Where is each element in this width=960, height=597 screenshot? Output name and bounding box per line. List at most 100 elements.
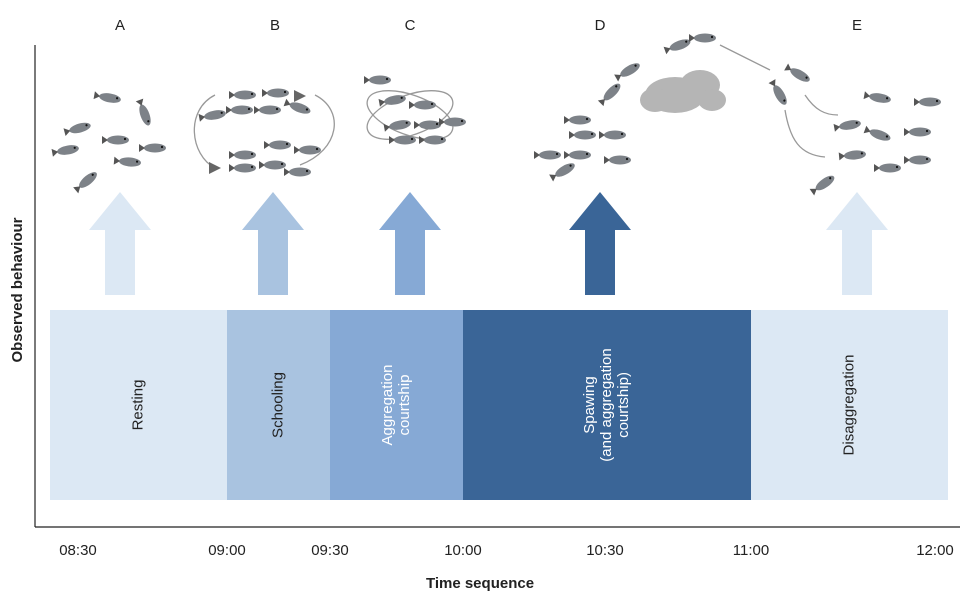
fish-tail	[784, 63, 792, 71]
up-arrow	[379, 192, 441, 295]
fish-tail	[604, 156, 610, 164]
fish-eye	[115, 97, 119, 100]
x-axis-label: Time sequence	[426, 575, 534, 592]
fish-eye	[305, 169, 309, 173]
fish	[198, 110, 226, 122]
fish-body	[919, 97, 941, 107]
fish	[229, 90, 256, 100]
fish	[383, 120, 411, 132]
fish	[51, 145, 79, 157]
fish	[378, 95, 406, 107]
fish-body	[69, 122, 91, 134]
fish-body	[299, 145, 321, 155]
phase-label: Disaggregation	[840, 355, 857, 456]
phase-label: (and aggregation	[598, 348, 615, 461]
fish-eye	[147, 120, 150, 123]
fish-tail	[364, 76, 370, 84]
fish	[863, 91, 891, 103]
up-arrow	[569, 192, 631, 295]
fish-tail	[863, 91, 871, 100]
fish-tail	[439, 118, 445, 126]
fish-eye	[625, 157, 629, 161]
fish	[863, 125, 891, 141]
fish-body	[204, 110, 226, 120]
fish-eye	[935, 99, 939, 103]
fish	[599, 130, 626, 140]
fish-body	[57, 145, 79, 155]
fish	[102, 135, 129, 145]
fish-body	[99, 93, 121, 103]
fish-body	[909, 127, 931, 137]
fish-tail	[768, 79, 776, 87]
time-tick-label: 08:30	[59, 542, 97, 559]
fish-tail	[569, 131, 575, 139]
time-tick-label: 12:00	[916, 542, 954, 559]
fish-tail	[383, 123, 391, 132]
fish-tail	[597, 99, 605, 107]
fish	[414, 120, 441, 130]
fish-tail	[564, 116, 570, 124]
fish	[259, 160, 286, 170]
fish-body	[267, 88, 289, 98]
fish-eye	[925, 157, 929, 161]
fish-tail	[863, 125, 871, 134]
fish-eye	[555, 152, 559, 156]
fish-illustrations	[51, 33, 941, 196]
fish-eye	[829, 177, 832, 180]
fish-body	[394, 135, 416, 145]
fish-eye	[160, 145, 164, 149]
fish	[409, 100, 436, 110]
fish-eye	[285, 142, 289, 146]
fish-tail	[534, 151, 540, 159]
fish-body	[264, 160, 286, 170]
fish-tail	[614, 74, 622, 82]
fish	[569, 130, 596, 140]
fish-body	[620, 63, 640, 77]
fish-tail	[259, 161, 265, 169]
fish	[784, 63, 810, 82]
phase-label: Resting	[129, 380, 146, 431]
fish-body	[669, 39, 691, 51]
fish-tail	[294, 146, 300, 154]
fish-tail	[378, 98, 386, 107]
fish	[534, 150, 561, 160]
fish	[874, 163, 901, 173]
phase-label: Schooling	[269, 372, 286, 438]
fish-eye	[885, 97, 889, 100]
fish-body	[790, 68, 810, 82]
fish-tail	[283, 98, 291, 107]
fish-eye	[250, 92, 254, 96]
fish-eye	[885, 135, 889, 138]
fish	[809, 175, 835, 196]
fish	[226, 105, 253, 115]
fish	[904, 127, 931, 137]
fish	[364, 75, 391, 85]
fish-eye	[895, 165, 899, 169]
fish-tail	[809, 188, 817, 196]
stage-letter: B	[270, 17, 280, 34]
fish-body	[424, 135, 446, 145]
fish-body	[384, 95, 406, 105]
fish-body	[555, 163, 575, 177]
fish	[93, 91, 121, 103]
fish-eye	[430, 102, 434, 106]
fish-body	[389, 120, 411, 130]
fish-body	[909, 155, 931, 165]
fish-body	[414, 100, 436, 110]
fish-eye	[400, 96, 403, 99]
fish-eye	[585, 117, 589, 121]
fish-eye	[590, 132, 594, 136]
fish-eye	[685, 40, 688, 43]
fish-eye	[585, 152, 589, 156]
fish-eye	[250, 152, 254, 156]
cloud	[640, 70, 726, 113]
fish	[549, 163, 575, 182]
fish-body	[603, 83, 621, 101]
stage-letter: E	[852, 17, 862, 34]
up-arrow	[826, 192, 888, 295]
fish-eye	[620, 132, 624, 136]
fish-body	[269, 140, 291, 150]
fish	[389, 135, 416, 145]
fish-tail	[838, 152, 846, 161]
fish-body	[234, 163, 256, 173]
